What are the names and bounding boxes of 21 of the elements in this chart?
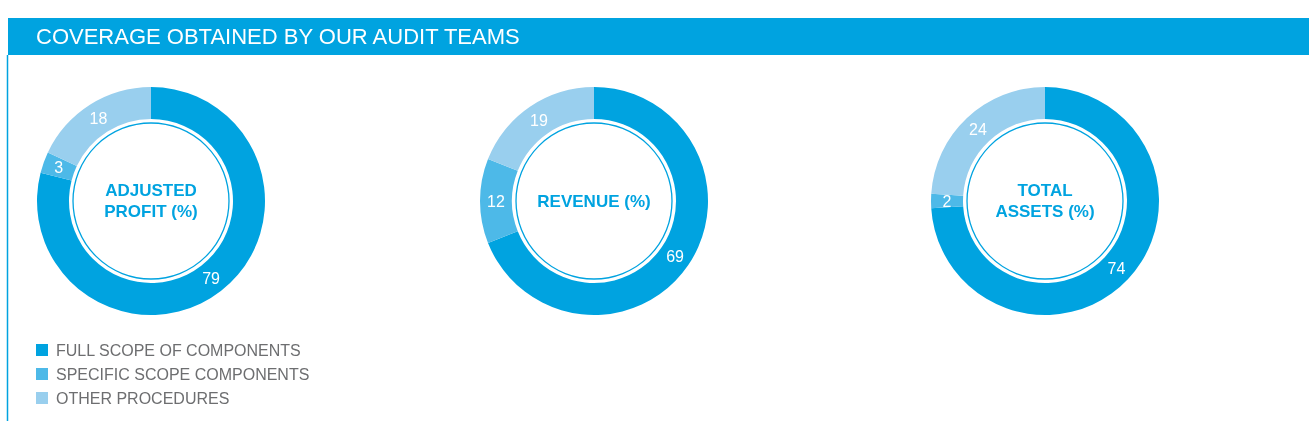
text: ADJUSTED PROFIT (%) (104, 181, 198, 222)
data-label: 69 (666, 247, 685, 265)
data-label: 18 (89, 109, 108, 127)
donut-slice (37, 87, 265, 315)
text: REVENUE (%) (537, 191, 651, 211)
donut-slice (480, 159, 518, 243)
legend-label: SPECIFIC SCOPE COMPONENTS (56, 365, 310, 383)
text: TOTAL ASSETS (%) (995, 181, 1095, 222)
data-label: 2 (942, 192, 952, 210)
data-label: 12 (487, 192, 505, 210)
donut-slice (488, 87, 708, 315)
data-label: 24 (969, 121, 987, 139)
donut-slice (931, 87, 1159, 315)
data-label: 19 (530, 111, 548, 129)
data-label: 79 (202, 270, 221, 288)
text: COVERAGE OBTAINED BY OUR AUDIT TEAMS (36, 24, 520, 49)
legend-label: FULL SCOPE OF COMPONENTS (56, 341, 301, 359)
legend-label: OTHER PROCEDURES (56, 389, 230, 407)
data-label: 3 (54, 159, 64, 177)
donut-slice (488, 87, 594, 171)
data-label: 74 (1107, 259, 1126, 277)
